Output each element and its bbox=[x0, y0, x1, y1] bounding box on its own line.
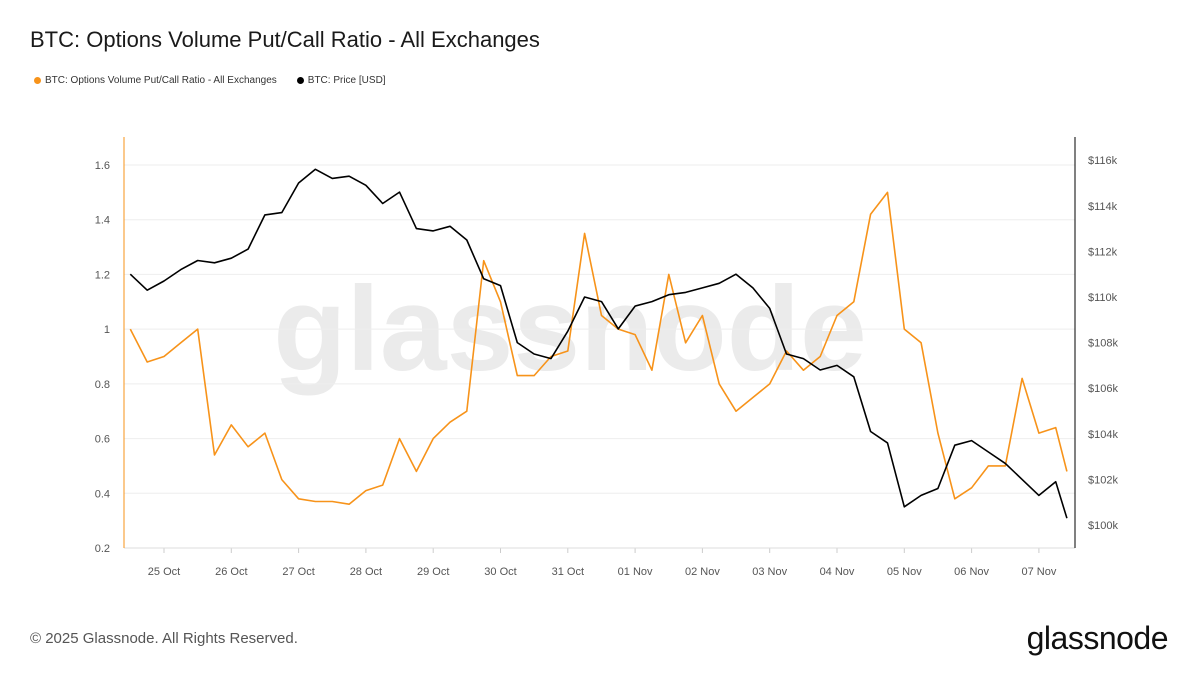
x-tick-label: 07 Nov bbox=[1021, 566, 1056, 578]
x-tick-label: 06 Nov bbox=[954, 566, 989, 578]
y-left-tick-label: 0.6 bbox=[95, 434, 110, 446]
x-tick-label: 02 Nov bbox=[685, 566, 720, 578]
y-left-tick-label: 1 bbox=[104, 324, 110, 336]
legend-item-price[interactable]: BTC: Price [USD] bbox=[296, 75, 386, 86]
x-tick-label: 30 Oct bbox=[484, 566, 516, 578]
y-right-tick-label: $102k bbox=[1088, 474, 1118, 486]
y-left-tick-label: 1.2 bbox=[95, 269, 110, 281]
y-left-tick-label: 1.4 bbox=[95, 215, 110, 227]
glassnode-logo: glassnode bbox=[1026, 620, 1169, 656]
legend-label: BTC: Options Volume Put/Call Ratio - All… bbox=[45, 75, 277, 86]
legend-dot-icon bbox=[34, 77, 41, 84]
y-right-tick-label: $100k bbox=[1088, 520, 1118, 532]
legend: BTC: Options Volume Put/Call Ratio - All… bbox=[34, 75, 386, 86]
x-tick-label: 04 Nov bbox=[820, 566, 855, 578]
y-right-tick-label: $112k bbox=[1088, 246, 1118, 258]
x-tick-label: 26 Oct bbox=[215, 566, 247, 578]
y-left-tick-label: 1.6 bbox=[95, 160, 110, 172]
y-right-tick-label: $104k bbox=[1088, 429, 1118, 441]
x-tick-label: 27 Oct bbox=[282, 566, 314, 578]
x-tick-label: 29 Oct bbox=[417, 566, 449, 578]
x-tick-label: 01 Nov bbox=[618, 566, 653, 578]
x-tick-label: 25 Oct bbox=[148, 566, 180, 578]
x-tick-label: 03 Nov bbox=[752, 566, 787, 578]
y-right-tick-label: $108k bbox=[1088, 338, 1118, 350]
y-left-tick-label: 0.8 bbox=[95, 379, 110, 391]
copyright: © 2025 Glassnode. All Rights Reserved. bbox=[30, 630, 298, 647]
x-tick-label: 05 Nov bbox=[887, 566, 922, 578]
legend-dot-icon bbox=[296, 77, 304, 84]
y-right-tick-label: $114k bbox=[1088, 201, 1118, 213]
y-left-tick-label: 0.2 bbox=[95, 543, 110, 555]
chart-title: BTC: Options Volume Put/Call Ratio - All… bbox=[30, 27, 540, 52]
x-tick-label: 31 Oct bbox=[552, 566, 584, 578]
y-right-tick-label: $116k bbox=[1088, 155, 1118, 167]
x-tick-label: 28 Oct bbox=[350, 566, 382, 578]
legend-item-ratio[interactable]: BTC: Options Volume Put/Call Ratio - All… bbox=[34, 75, 277, 86]
y-left-tick-label: 0.4 bbox=[95, 488, 110, 500]
y-right-tick-label: $110k bbox=[1088, 292, 1118, 304]
y-right-tick-label: $106k bbox=[1088, 383, 1118, 395]
legend-label: BTC: Price [USD] bbox=[307, 75, 386, 86]
